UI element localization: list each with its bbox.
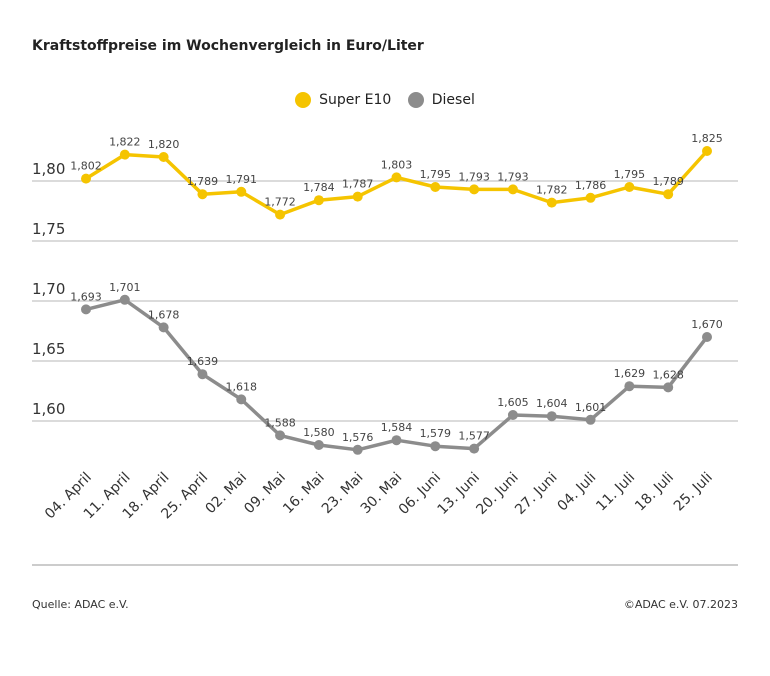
data-label: 1,579 (420, 427, 452, 440)
data-point (546, 197, 557, 208)
data-label: 1,588 (264, 416, 296, 429)
data-label: 1,803 (381, 158, 413, 171)
data-point (158, 152, 169, 162)
data-point (507, 410, 518, 420)
data-label: 1,802 (70, 160, 102, 173)
x-tick-label: 27. Juni (512, 470, 560, 518)
x-tick-label: 09. Mai (241, 470, 289, 518)
x-tick-label: 02. Mai (203, 470, 251, 518)
data-point (624, 381, 635, 392)
data-label: 1,628 (652, 368, 684, 381)
data-point (430, 182, 441, 192)
data-point (430, 441, 441, 452)
data-label: 1,693 (70, 290, 102, 303)
legend-marker-super-e10 (295, 92, 312, 108)
data-label: 1,786 (575, 179, 607, 192)
x-tick-label: 18. Juli (632, 470, 677, 515)
x-tick-label: 16. Mai (280, 470, 328, 518)
data-label: 1,820 (148, 138, 180, 151)
data-point (158, 322, 169, 333)
data-point (236, 394, 247, 405)
data-label: 1,576 (342, 431, 374, 444)
data-label: 1,670 (691, 318, 723, 331)
data-point (585, 414, 596, 425)
data-point (391, 172, 402, 183)
data-point (507, 184, 518, 195)
data-label: 1,789 (652, 175, 684, 188)
data-label: 1,793 (458, 170, 490, 183)
x-tick-label: 13. Juni (435, 470, 483, 518)
y-tick-label: 1,80 (32, 160, 65, 178)
chart-title: Kraftstoffpreise im Wochenvergleich in E… (32, 38, 424, 54)
data-point (546, 411, 557, 422)
data-label: 1,601 (575, 401, 607, 414)
data-point (663, 382, 674, 393)
data-point (352, 444, 363, 455)
x-tick-label: 11. Juli (593, 470, 638, 515)
legend-item-super-e10: Super E10 (295, 92, 391, 108)
data-label: 1,787 (342, 178, 374, 191)
data-label: 1,580 (303, 426, 335, 439)
data-label: 1,825 (691, 132, 723, 145)
data-point (352, 191, 363, 202)
data-point (702, 332, 712, 342)
source-note: Quelle: ADAC e.V. (32, 598, 129, 611)
data-point (119, 294, 130, 305)
data-point (313, 440, 324, 450)
data-point (197, 369, 208, 380)
x-tick-label: 25. Juli (671, 470, 716, 515)
data-label: 1,782 (536, 184, 568, 197)
data-point (469, 184, 480, 195)
data-label: 1,789 (187, 175, 219, 188)
data-point (197, 189, 208, 200)
data-label: 1,678 (148, 308, 180, 321)
legend-item-diesel: Diesel (407, 92, 475, 108)
x-tick-label: 06. Juni (396, 470, 444, 518)
data-point (624, 182, 635, 192)
x-tick-label: 20. Juni (473, 470, 521, 518)
data-point (236, 186, 247, 197)
legend: Super E10 Diesel (0, 92, 770, 112)
data-label: 1,605 (497, 396, 529, 409)
y-tick-label: 1,75 (32, 220, 65, 238)
copyright-note: ©ADAC e.V. 07.2023 (623, 598, 738, 611)
y-tick-label: 1,65 (32, 340, 65, 358)
data-point (81, 304, 91, 315)
x-tick-label: 23. Mai (319, 470, 367, 518)
data-point (119, 149, 130, 160)
data-label: 1,795 (614, 168, 646, 181)
data-label: 1,629 (614, 367, 646, 380)
data-point (275, 430, 286, 441)
legend-label: Diesel (431, 92, 475, 108)
data-label: 1,604 (536, 397, 568, 410)
data-label: 1,618 (226, 380, 258, 393)
data-point (469, 443, 480, 454)
legend-label: Super E10 (319, 92, 392, 108)
y-tick-label: 1,70 (32, 280, 65, 298)
data-label: 1,639 (187, 355, 219, 368)
data-point (275, 209, 286, 220)
data-label: 1,793 (497, 170, 529, 183)
data-label: 1,784 (303, 181, 335, 194)
data-label: 1,584 (381, 421, 413, 434)
data-point (585, 192, 596, 203)
x-tick-label: 04. Juli (554, 470, 599, 515)
data-point (313, 195, 324, 206)
data-label: 1,577 (458, 430, 490, 443)
data-label: 1,791 (226, 173, 258, 186)
data-label: 1,772 (264, 196, 296, 209)
data-point (81, 173, 91, 184)
y-tick-label: 1,60 (32, 400, 65, 418)
data-label: 1,795 (420, 168, 452, 181)
data-label: 1,822 (109, 136, 141, 149)
data-point (391, 435, 402, 446)
data-label: 1,701 (109, 281, 141, 294)
data-point (663, 189, 674, 200)
data-point (702, 146, 712, 156)
legend-marker-diesel (407, 92, 424, 108)
